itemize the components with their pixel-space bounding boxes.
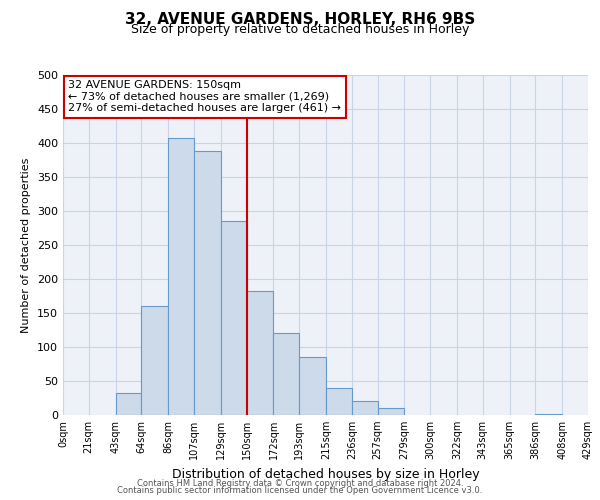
Bar xyxy=(299,356,326,415)
Text: Contains public sector information licensed under the Open Government Licence v3: Contains public sector information licen… xyxy=(118,486,482,495)
Bar xyxy=(194,151,221,415)
Bar xyxy=(352,400,377,415)
Bar xyxy=(326,388,352,415)
Text: 32, AVENUE GARDENS, HORLEY, RH6 9BS: 32, AVENUE GARDENS, HORLEY, RH6 9BS xyxy=(125,12,475,28)
X-axis label: Distribution of detached houses by size in Horley: Distribution of detached houses by size … xyxy=(172,468,479,480)
Bar xyxy=(168,138,194,415)
Text: Contains HM Land Registry data © Crown copyright and database right 2024.: Contains HM Land Registry data © Crown c… xyxy=(137,478,463,488)
Y-axis label: Number of detached properties: Number of detached properties xyxy=(22,158,31,332)
Bar xyxy=(274,334,299,415)
Bar xyxy=(142,306,168,415)
Bar xyxy=(247,290,274,415)
Bar xyxy=(535,414,562,415)
Bar xyxy=(116,392,142,415)
Bar xyxy=(377,408,404,415)
Text: 32 AVENUE GARDENS: 150sqm
← 73% of detached houses are smaller (1,269)
27% of se: 32 AVENUE GARDENS: 150sqm ← 73% of detac… xyxy=(68,80,341,114)
Bar xyxy=(221,221,247,415)
Text: Size of property relative to detached houses in Horley: Size of property relative to detached ho… xyxy=(131,22,469,36)
